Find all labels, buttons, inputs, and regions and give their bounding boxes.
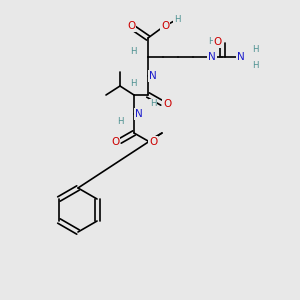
Text: O: O	[111, 137, 119, 147]
Text: O: O	[214, 37, 222, 47]
Text: N: N	[237, 52, 245, 62]
Text: N: N	[135, 109, 143, 119]
Text: O: O	[161, 21, 169, 31]
Text: H: H	[117, 118, 123, 127]
Text: N: N	[208, 52, 216, 62]
Text: N: N	[149, 71, 157, 81]
Text: H: H	[130, 47, 136, 56]
Text: O: O	[163, 99, 171, 109]
Text: H: H	[150, 100, 156, 109]
Text: H: H	[174, 14, 180, 23]
Text: H: H	[252, 44, 258, 53]
Text: O: O	[127, 21, 135, 31]
Text: H: H	[252, 61, 258, 70]
Text: H: H	[130, 79, 136, 88]
Text: H: H	[208, 38, 214, 46]
Text: O: O	[149, 137, 157, 147]
